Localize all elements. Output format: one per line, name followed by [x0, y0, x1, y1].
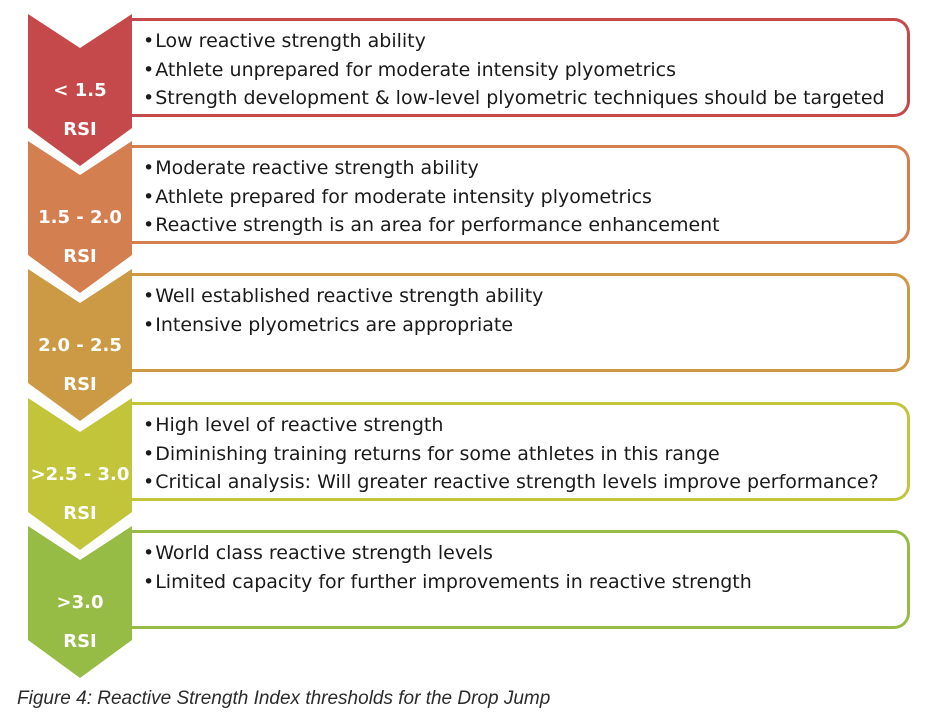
tier-bullet: •Well established reactive strength abil… [143, 282, 907, 311]
tier-bullet: •Athlete prepared for moderate intensity… [143, 183, 907, 212]
tier-chevron: >2.5 - 3.0 RSI [28, 398, 132, 550]
tier-range-label: < 1.5 [53, 80, 107, 101]
tier-bullet-text: Limited capacity for further improvement… [155, 570, 752, 593]
tier-description-box: •Moderate reactive strength ability •Athl… [132, 145, 910, 244]
bullet-dot-icon: • [143, 542, 155, 564]
chevron-arrow-shape [28, 269, 132, 421]
tier-unit-label: RSI [63, 631, 97, 652]
tier-bullet-text: Athlete prepared for moderate intensity … [155, 185, 652, 208]
tier-bullet-list: •Low reactive strength ability •Athlete u… [132, 21, 907, 113]
tier-bullet-text: World class reactive strength levels [155, 542, 493, 564]
bullet-dot-icon: • [143, 570, 155, 593]
chevron-fill [28, 141, 132, 293]
chevron-arrow-shape [28, 526, 132, 678]
tier-bullet-list: •High level of reactive strength •Diminis… [132, 405, 907, 497]
tier-bullet-list: •Well established reactive strength abil… [132, 276, 907, 339]
chevron-arrow-shape [28, 14, 132, 166]
tier-bullet: •Low reactive strength ability [143, 27, 907, 56]
chevron-fill [28, 526, 132, 678]
tier-unit-label: RSI [63, 374, 97, 395]
tier-bullet-text: Well established reactive strength abili… [155, 285, 544, 307]
tier-bullet-text: Intensive plyometrics are appropriate [155, 313, 514, 336]
rsi-threshold-diagram: •Low reactive strength ability •Athlete u… [28, 14, 910, 678]
bullet-dot-icon: • [143, 87, 155, 109]
tier-description-box: •High level of reactive strength •Diminis… [132, 402, 910, 501]
bullet-dot-icon: • [143, 414, 155, 436]
tier-bullet: •World class reactive strength levels [143, 539, 907, 568]
chevron-arrow-shape [28, 141, 132, 293]
tier-unit-label: RSI [63, 119, 97, 140]
tier-chevron: 2.0 - 2.5 RSI [28, 269, 132, 421]
tier-unit-label: RSI [63, 503, 97, 524]
tier-bullet-list: •Moderate reactive strength ability •Athl… [132, 148, 907, 240]
tier-bullet: •Athlete unprepared for moderate intensi… [143, 56, 907, 85]
tier-bullet: •Moderate reactive strength ability [143, 154, 907, 183]
tier-bullet-text: Diminishing training returns for some at… [155, 442, 720, 465]
bullet-dot-icon: • [143, 185, 155, 208]
tier-bullet-text: Reactive strength is an area for perform… [155, 214, 720, 236]
tier-bullet: •High level of reactive strength [143, 411, 907, 440]
tier-unit-label: RSI [63, 246, 97, 267]
bullet-dot-icon: • [143, 30, 155, 52]
tier-bullet-text: Critical analysis: Will greater reactive… [155, 471, 879, 493]
tier-bullet-text: High level of reactive strength [155, 414, 444, 436]
tier-chevron: 1.5 - 2.0 RSI [28, 141, 132, 293]
tier-bullet-text: Athlete unprepared for moderate intensit… [155, 58, 677, 81]
tier-bullet-list: •World class reactive strength levels •Li… [132, 533, 907, 596]
tier-description-box: •World class reactive strength levels •Li… [132, 530, 910, 629]
bullet-dot-icon: • [143, 214, 155, 236]
tier-range-label: 1.5 - 2.0 [38, 207, 122, 228]
bullet-dot-icon: • [143, 313, 155, 336]
tier-bullet-text: Low reactive strength ability [155, 30, 426, 52]
tier-bullet: •Diminishing training returns for some a… [143, 440, 907, 469]
chevron-fill [28, 269, 132, 421]
bullet-dot-icon: • [143, 442, 155, 465]
tier-bullet: •Limited capacity for further improvemen… [143, 568, 907, 597]
bullet-dot-icon: • [143, 285, 155, 307]
bullet-dot-icon: • [143, 471, 155, 493]
tier-chevron: >3.0 RSI [28, 526, 132, 678]
tier-chevron: < 1.5 RSI [28, 14, 132, 166]
tier-range-label: >3.0 [56, 592, 104, 613]
tier-bullet: •Critical analysis: Will greater reactiv… [143, 468, 907, 497]
tier-bullet-text: Moderate reactive strength ability [155, 157, 479, 179]
tier-bullet: •Strength development & low-level plyome… [143, 84, 907, 113]
figure-caption: Figure 4: Reactive Strength Index thresh… [17, 688, 551, 709]
tier-bullet: •Reactive strength is an area for perfor… [143, 211, 907, 240]
chevron-arrow-shape [28, 398, 132, 550]
tier-bullet: •Intensive plyometrics are appropriate [143, 311, 907, 340]
chevron-fill [28, 14, 132, 166]
tier-bullet-text: Strength development & low-level plyomet… [155, 87, 885, 109]
tier-description-box: •Well established reactive strength abil… [132, 273, 910, 372]
tier-description-box: •Low reactive strength ability •Athlete u… [132, 18, 910, 117]
bullet-dot-icon: • [143, 58, 155, 81]
tier-range-label: >2.5 - 3.0 [30, 464, 130, 485]
tier-range-label: 2.0 - 2.5 [38, 335, 122, 356]
chevron-fill [28, 398, 132, 550]
bullet-dot-icon: • [143, 157, 155, 179]
